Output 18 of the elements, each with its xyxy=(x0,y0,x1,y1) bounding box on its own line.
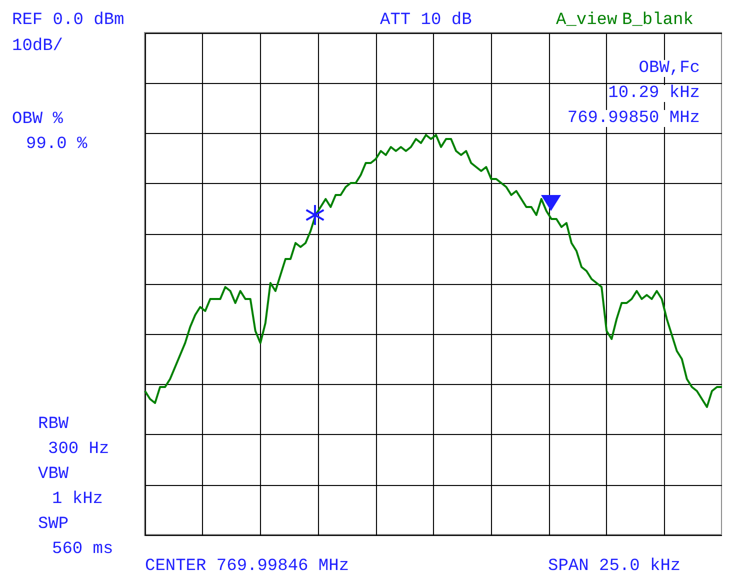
text: SPAN 25.0 kHz xyxy=(548,557,681,576)
text: REF 0.0 dBm xyxy=(12,11,124,30)
text: 10.29 kHz xyxy=(608,84,700,103)
text: OBW,Fc xyxy=(638,59,700,78)
text: VBW xyxy=(38,465,70,484)
text: RBW xyxy=(38,415,70,434)
text: 769.99850 MHz xyxy=(567,109,700,128)
text: 1 kHz xyxy=(52,490,104,509)
text: 99.0 % xyxy=(26,135,88,154)
text: SWP xyxy=(38,515,69,534)
text: ATT 10 dB xyxy=(380,11,472,30)
text: B_blank xyxy=(622,11,694,30)
text: CENTER 769.99846 MHz xyxy=(145,557,350,576)
text: OBW % xyxy=(12,110,64,129)
text: A_view xyxy=(556,11,618,30)
text: 560 ms xyxy=(52,540,114,559)
text: 300 Hz xyxy=(48,440,110,459)
text: 10dB/ xyxy=(12,37,64,56)
